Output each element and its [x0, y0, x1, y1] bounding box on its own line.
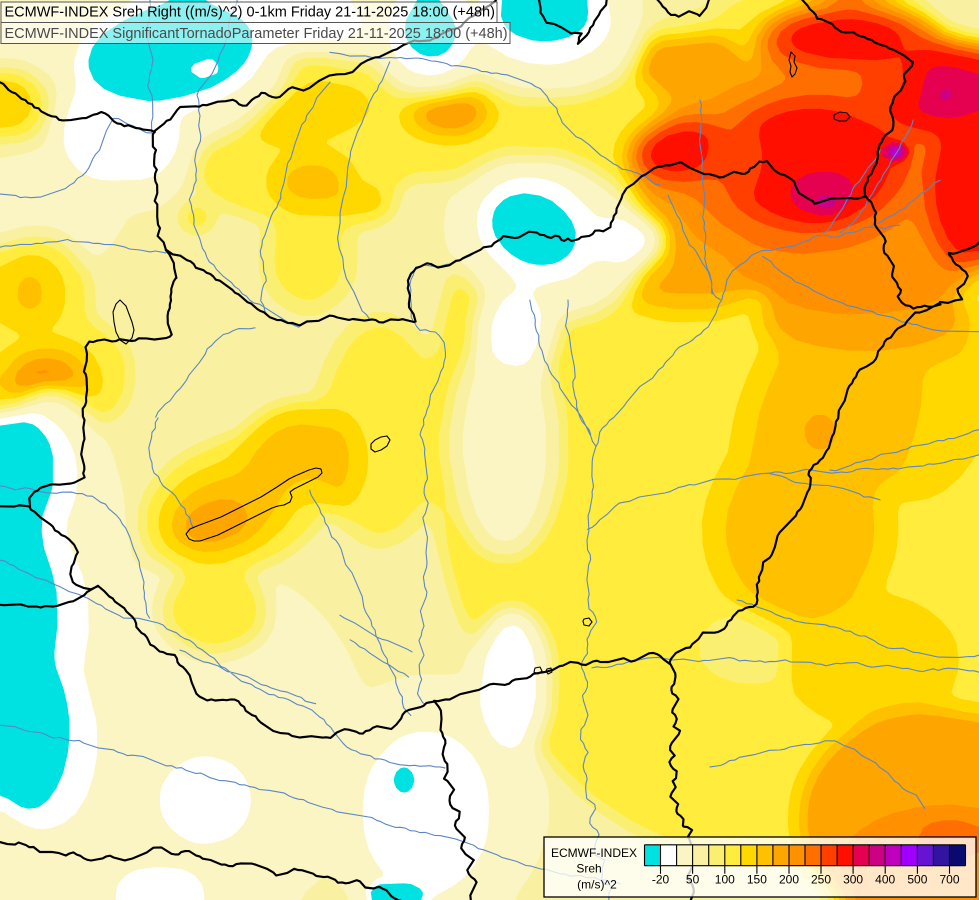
- svg-text:400: 400: [875, 873, 895, 887]
- svg-text:100: 100: [715, 873, 735, 887]
- svg-text:ECMWF-INDEX SignificantTornado: ECMWF-INDEX SignificantTornadoParameter …: [5, 26, 508, 42]
- svg-text:250: 250: [811, 873, 831, 887]
- svg-text:150: 150: [747, 873, 767, 887]
- svg-text:ECMWF-INDEX: ECMWF-INDEX: [551, 846, 637, 860]
- svg-text:50: 50: [686, 873, 700, 887]
- svg-text:300: 300: [843, 873, 863, 887]
- svg-text:700: 700: [939, 873, 959, 887]
- svg-text:-20: -20: [652, 873, 670, 887]
- svg-text:200: 200: [779, 873, 799, 887]
- svg-text:500: 500: [907, 873, 927, 887]
- svg-text:ECMWF-INDEX Sreh Right ((m/s)^: ECMWF-INDEX Sreh Right ((m/s)^2) 0-1km F…: [5, 4, 495, 20]
- svg-text:(m/s)^2: (m/s)^2: [577, 878, 617, 892]
- svg-text:Sreh: Sreh: [576, 862, 601, 876]
